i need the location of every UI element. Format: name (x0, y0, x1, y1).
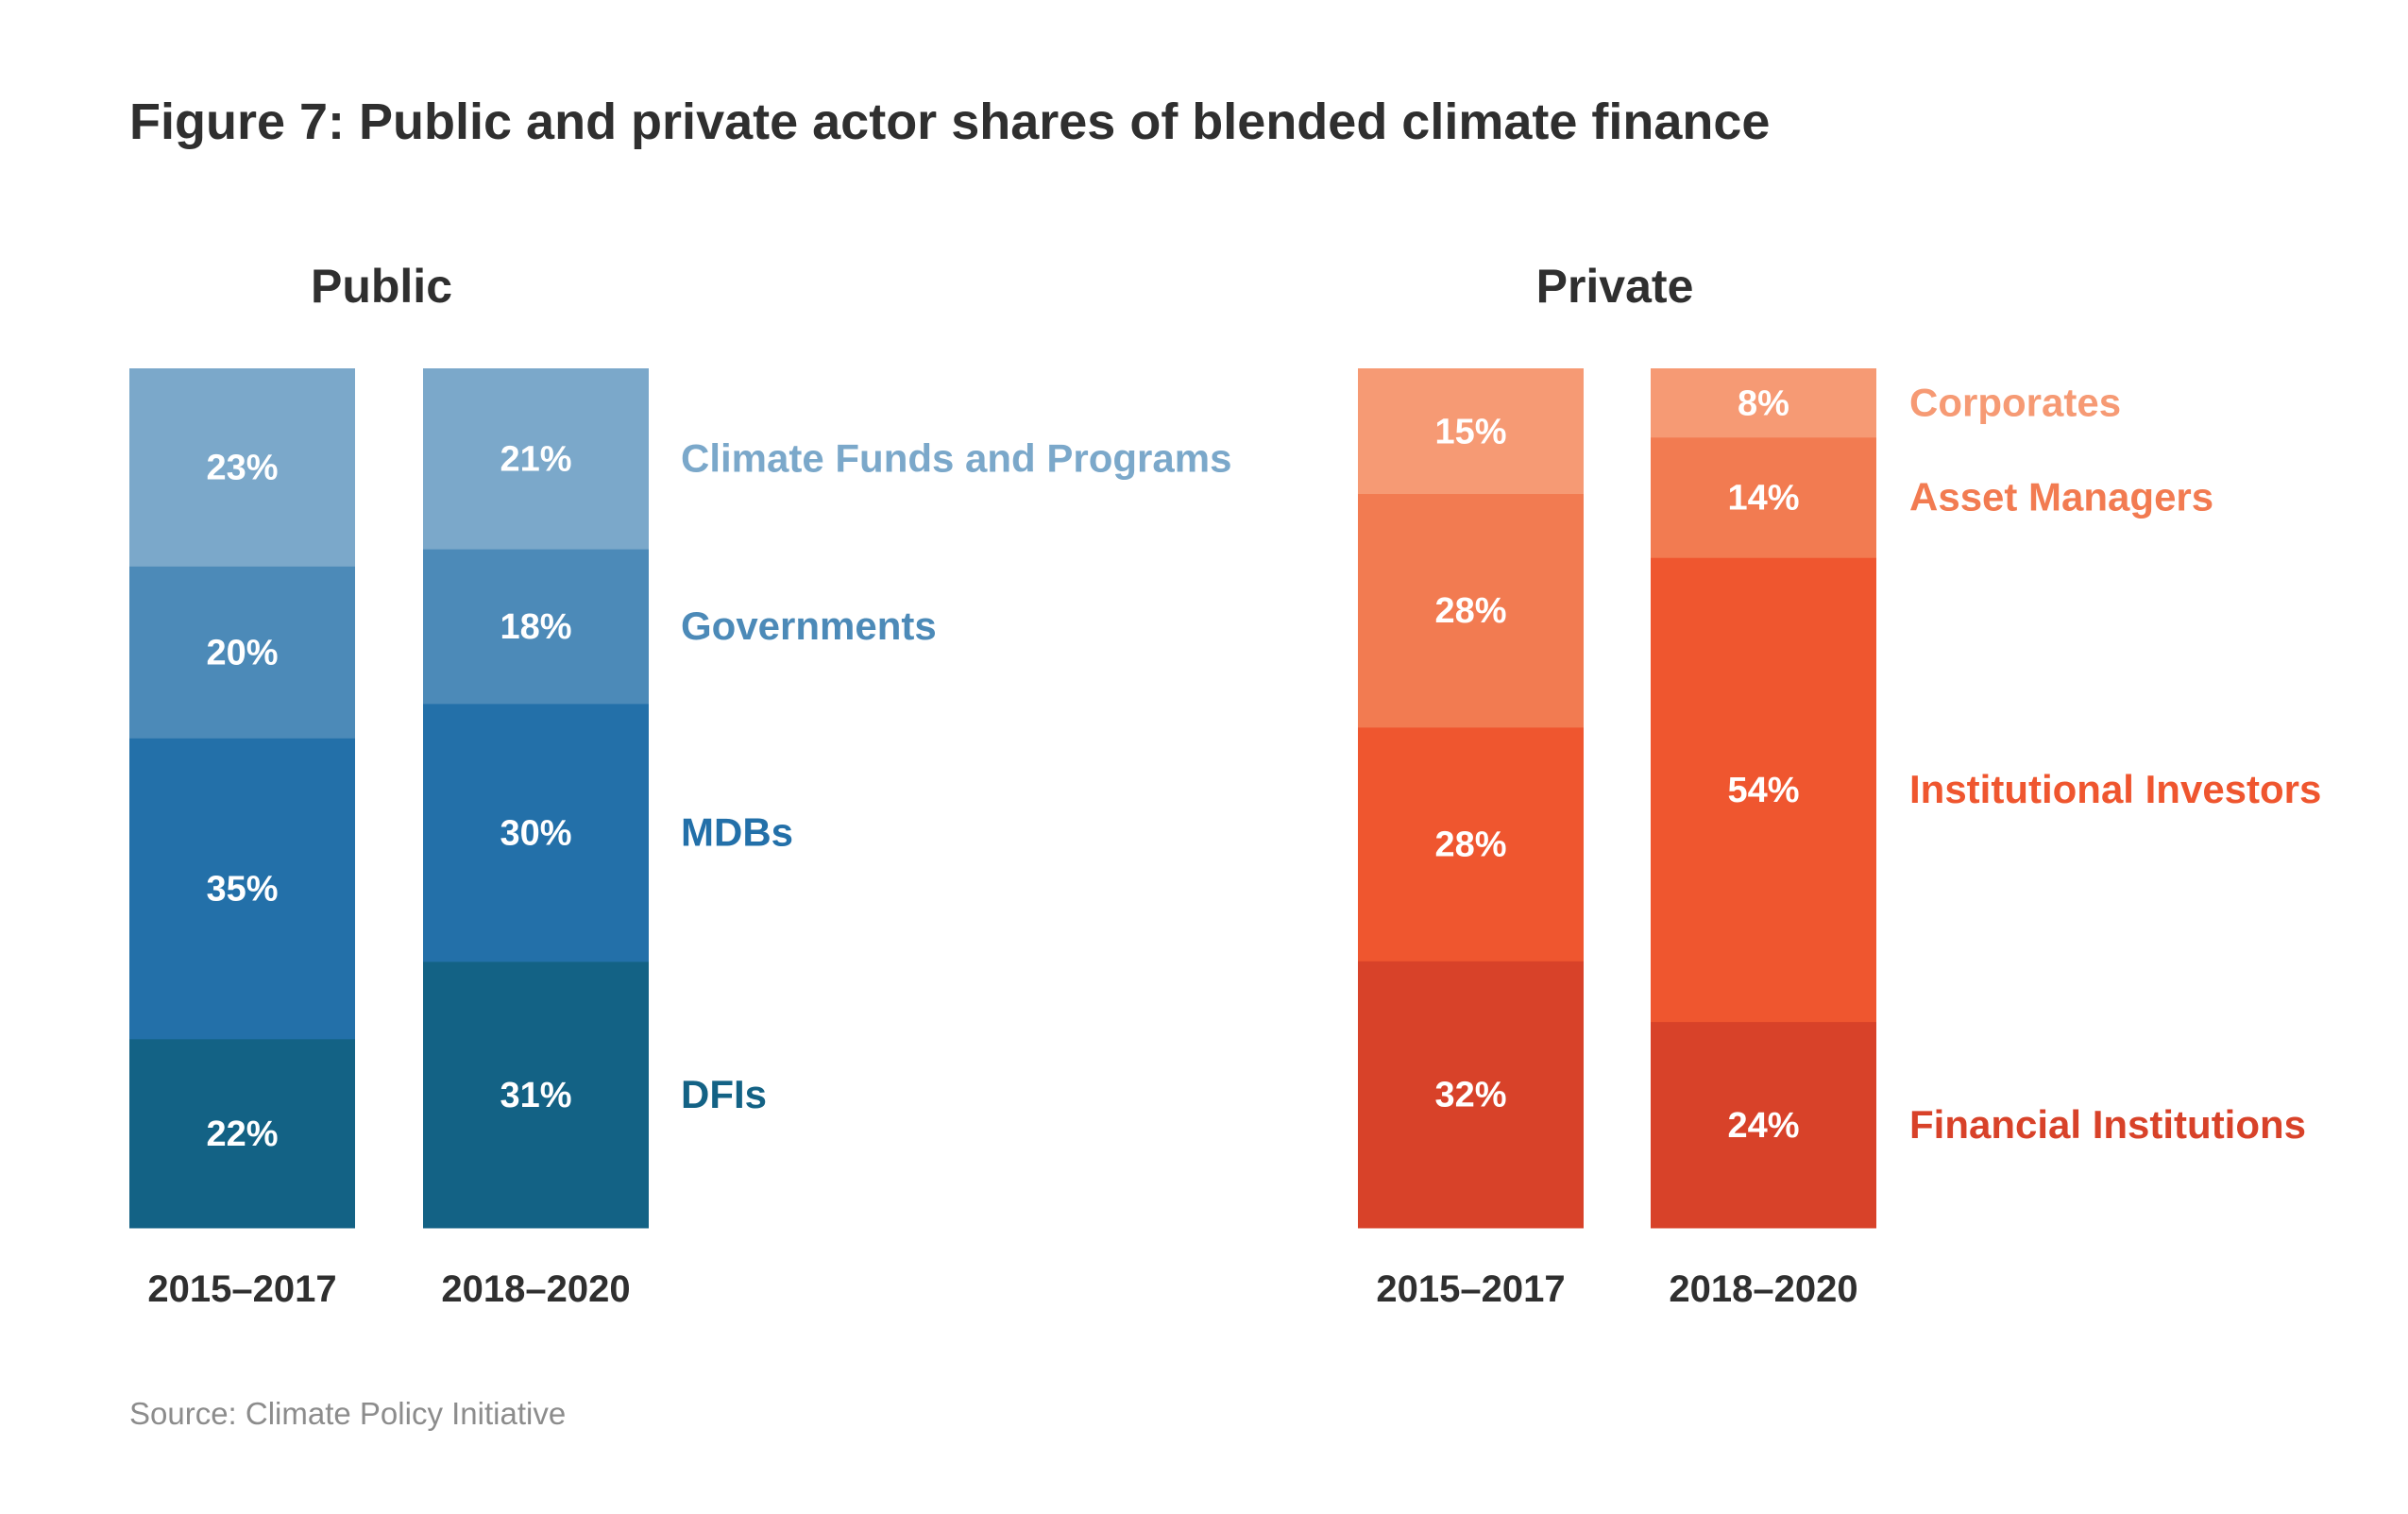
private-bar-corporates-2015-2017 (1358, 368, 1584, 495)
public-bar-climate-funds-and-programs-2015-2017 (129, 368, 355, 567)
source-note: Source: Climate Policy Initiative (129, 1396, 567, 1431)
public-legend-governments: Governments (681, 604, 937, 648)
public-bar-dfis-2018-2020 (423, 961, 649, 1229)
public-bar-mdbs-2015-2017 (129, 738, 355, 1040)
private-value-label: 24% (1727, 1106, 1799, 1146)
private-value-label: 14% (1727, 479, 1799, 519)
public-bar-dfis-2015-2017 (129, 1038, 355, 1229)
private-bar-financial-institutions-2015-2017 (1358, 961, 1584, 1229)
private-panel-title: Private (1536, 260, 1694, 313)
public-legend-dfis: DFIs (681, 1072, 767, 1116)
public-x-tick-label: 2018–2020 (441, 1268, 630, 1310)
private-value-label: 8% (1738, 383, 1789, 423)
private-x-tick-label: 2018–2020 (1669, 1268, 1857, 1310)
private-value-label: 15% (1434, 412, 1506, 451)
public-legend-climate-funds-and-programs: Climate Funds and Programs (681, 436, 1231, 481)
public-value-label: 18% (500, 607, 571, 647)
private-bar-financial-institutions-2018-2020 (1651, 1021, 1876, 1229)
private-bar-institutional-investors-2018-2020 (1651, 557, 1876, 1023)
private-value-label: 28% (1434, 591, 1506, 631)
private-bar-corporates-2018-2020 (1651, 368, 1876, 438)
private-legend-financial-institutions: Financial Institutions (1909, 1102, 2306, 1147)
public-value-label: 35% (206, 870, 278, 910)
private-bar-asset-managers-2018-2020 (1651, 436, 1876, 558)
private-bar-institutional-investors-2015-2017 (1358, 726, 1584, 961)
private-legend-corporates: Corporates (1909, 380, 2121, 424)
private-x-tick-label: 2015–2017 (1376, 1268, 1565, 1310)
private-value-label: 54% (1727, 771, 1799, 810)
public-bar-governments-2018-2020 (423, 549, 649, 705)
public-value-label: 23% (206, 449, 278, 488)
public-bar-mdbs-2018-2020 (423, 703, 649, 962)
public-x-tick-label: 2015–2017 (147, 1268, 336, 1310)
public-panel-title: Public (311, 260, 452, 313)
public-bar-climate-funds-and-programs-2018-2020 (423, 368, 649, 550)
private-value-label: 28% (1434, 825, 1506, 865)
public-value-label: 21% (500, 440, 571, 480)
chart-title: Figure 7: Public and private actor share… (129, 94, 1771, 150)
public-value-label: 30% (500, 813, 571, 853)
public-legend-mdbs: MDBs (681, 809, 793, 854)
private-bar-asset-managers-2015-2017 (1358, 493, 1584, 728)
private-legend-institutional-investors: Institutional Investors (1909, 767, 2321, 811)
public-value-label: 31% (500, 1076, 571, 1115)
public-value-label: 20% (206, 633, 278, 672)
public-bar-governments-2015-2017 (129, 566, 355, 739)
private-value-label: 32% (1434, 1076, 1506, 1115)
public-value-label: 22% (206, 1114, 278, 1154)
private-legend-asset-managers: Asset Managers (1909, 475, 2213, 519)
